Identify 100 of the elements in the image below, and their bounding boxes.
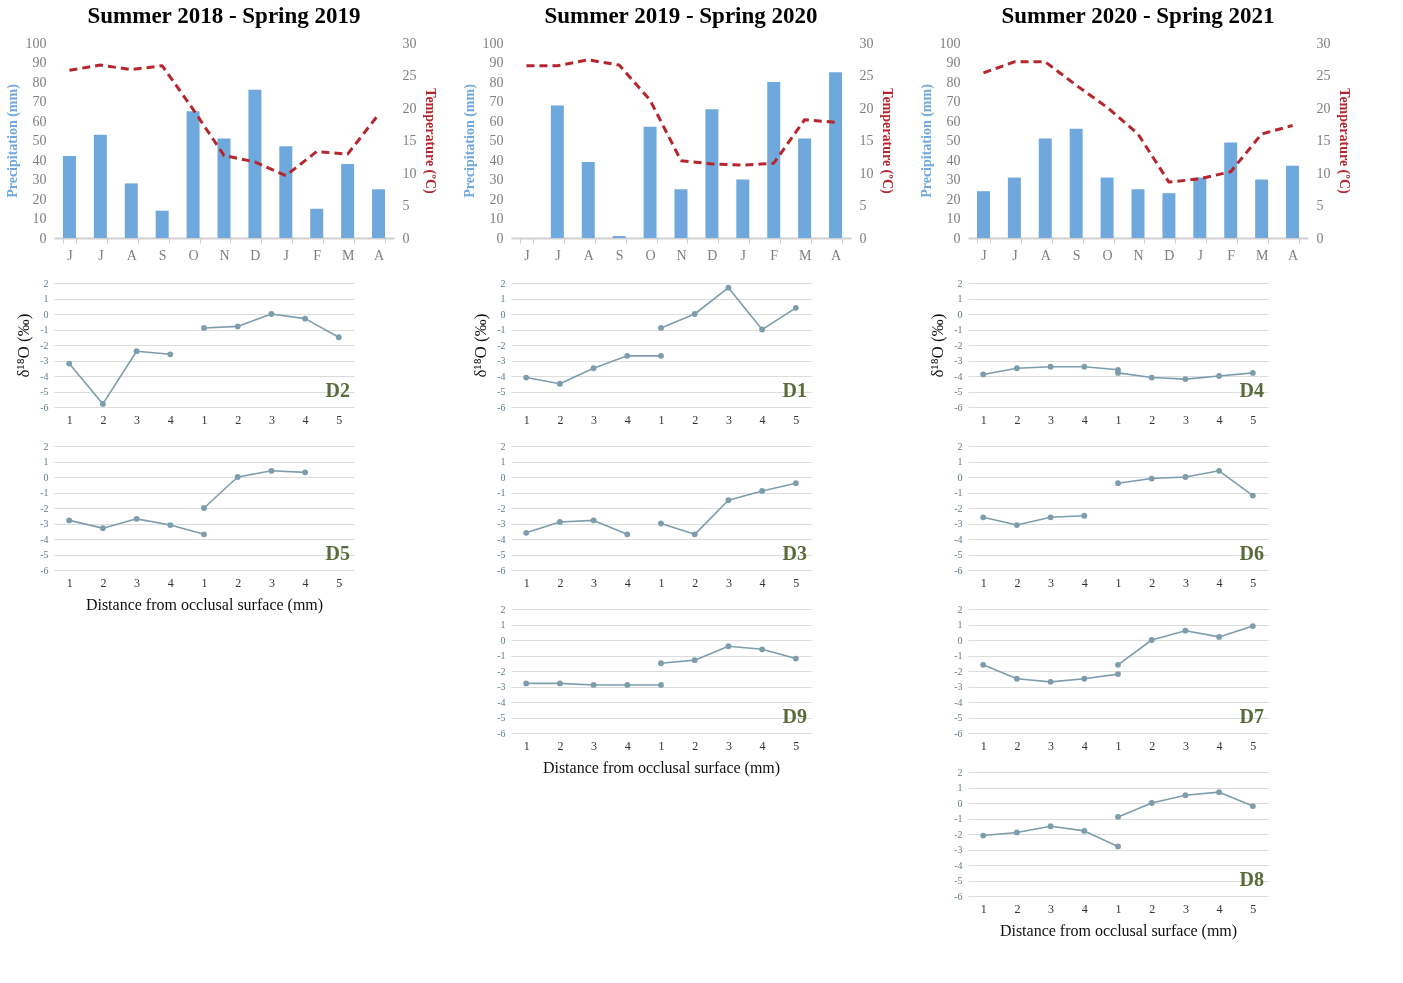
point xyxy=(759,326,766,333)
annotation: D1 xyxy=(782,379,807,401)
y-tick-label: -4 xyxy=(40,533,49,545)
x-tick-label: 2 xyxy=(692,575,699,590)
x-tick-label: J xyxy=(1197,247,1204,263)
point xyxy=(980,371,987,378)
x-tick-label: 3 xyxy=(134,575,141,590)
y-tick-label: -3 xyxy=(954,844,963,855)
x-tick-label: 5 xyxy=(336,575,343,590)
point xyxy=(1013,522,1020,528)
x-tick-label: 3 xyxy=(1048,412,1055,427)
x-tick-label: 4 xyxy=(1216,412,1223,427)
point xyxy=(133,348,140,355)
y-tick-label: -5 xyxy=(497,549,506,560)
point xyxy=(1216,373,1223,379)
y-tick-label: -3 xyxy=(497,355,506,366)
y-tick-label: -2 xyxy=(954,339,963,351)
y-tick-label: 60 xyxy=(489,113,504,129)
y-tick-label: -2 xyxy=(954,665,963,677)
x-tick-label: O xyxy=(645,247,656,263)
point xyxy=(523,680,530,687)
x-tick-label: 3 xyxy=(268,575,275,590)
y-tick-label: 90 xyxy=(489,55,504,70)
point xyxy=(556,680,563,687)
x-tick-label: 4 xyxy=(1081,901,1088,916)
point xyxy=(658,520,664,527)
point xyxy=(1047,823,1054,830)
y-tick-label: -4 xyxy=(954,696,963,708)
y-tick-label: 10 xyxy=(489,211,504,226)
bar xyxy=(1007,177,1021,238)
point xyxy=(624,531,631,538)
y2-tick-label: 0 xyxy=(402,230,410,246)
y-tick-label: -6 xyxy=(954,564,963,576)
x-tick-label: 2 xyxy=(1014,901,1021,916)
x-tick-label: 1 xyxy=(66,575,73,590)
y-tick-label: 50 xyxy=(946,133,961,148)
y2-tick-label: 20 xyxy=(1316,100,1331,116)
x-tick-label: 5 xyxy=(793,575,800,590)
y-tick-label: -1 xyxy=(40,487,49,498)
y-tick-label: -5 xyxy=(40,549,49,560)
y-tick-label: 0 xyxy=(957,634,963,646)
point xyxy=(691,531,698,538)
point xyxy=(1216,467,1223,474)
point xyxy=(759,488,766,494)
x-tick-label: 3 xyxy=(134,412,141,427)
y-tick-label: 2 xyxy=(500,603,506,615)
y-tick-label: 30 xyxy=(489,172,504,187)
x-tick-label: 4 xyxy=(624,575,631,590)
y-tick-label: 50 xyxy=(489,133,504,148)
x-tick-label: 2 xyxy=(1014,738,1021,753)
bar xyxy=(976,191,990,238)
point xyxy=(1216,633,1223,640)
y-tick-label: 0 xyxy=(496,230,504,246)
x-tick-label: A xyxy=(1040,247,1052,263)
chart-title: Summer 2018 - Spring 2019 xyxy=(87,3,361,28)
x-tick-label: 4 xyxy=(624,412,631,427)
bar xyxy=(736,179,750,238)
x-tick-label: 2 xyxy=(557,412,564,427)
y-tick-label: 2 xyxy=(957,766,963,778)
point xyxy=(725,497,732,504)
x-tick-label: 3 xyxy=(1048,575,1055,590)
point xyxy=(1249,803,1256,810)
y-tick-label: -1 xyxy=(954,650,963,661)
point xyxy=(234,323,241,330)
x-tick-label: 4 xyxy=(167,412,174,427)
y-tick-label: 10 xyxy=(32,211,47,226)
x-tick-label: 3 xyxy=(725,575,732,590)
y2-tick-label: 25 xyxy=(402,68,417,83)
point xyxy=(1148,475,1155,482)
annotation: D2 xyxy=(325,379,350,401)
point xyxy=(523,374,530,381)
y-tick-label: 30 xyxy=(946,172,961,187)
y2-tick-label: 30 xyxy=(859,35,874,51)
x-tick-label: D xyxy=(707,247,718,263)
y2-tick-label: 20 xyxy=(402,100,417,116)
annotation: D3 xyxy=(782,542,807,564)
y-tick-label: 1 xyxy=(500,456,506,467)
x-tick-label: 2 xyxy=(1149,412,1156,427)
y-tick-label: -2 xyxy=(497,502,506,514)
y-tick-label: -1 xyxy=(954,487,963,498)
x-tick-label: 2 xyxy=(100,412,107,427)
point xyxy=(1081,827,1088,834)
x-tick-label: 1 xyxy=(1115,901,1122,916)
y-tick-label: -2 xyxy=(954,828,963,840)
x-tick-label: 3 xyxy=(591,738,598,753)
bar xyxy=(643,126,657,238)
point xyxy=(1013,829,1020,836)
y-tick-label: 0 xyxy=(39,230,47,246)
y-axis-title: Precipitation (mm) xyxy=(918,83,935,198)
y-tick-label: 0 xyxy=(957,797,963,809)
x-tick-label: J xyxy=(1012,247,1019,263)
point xyxy=(1013,675,1020,682)
x-tick-label: A xyxy=(830,247,842,263)
point xyxy=(1249,492,1256,499)
y-tick-label: 90 xyxy=(946,55,961,70)
x-tick-label: 1 xyxy=(658,412,665,427)
x-tick-label: 2 xyxy=(557,575,564,590)
y-tick-label: -5 xyxy=(954,549,963,560)
y-tick-label: -6 xyxy=(954,890,963,902)
y-tick-label: -6 xyxy=(497,401,506,413)
